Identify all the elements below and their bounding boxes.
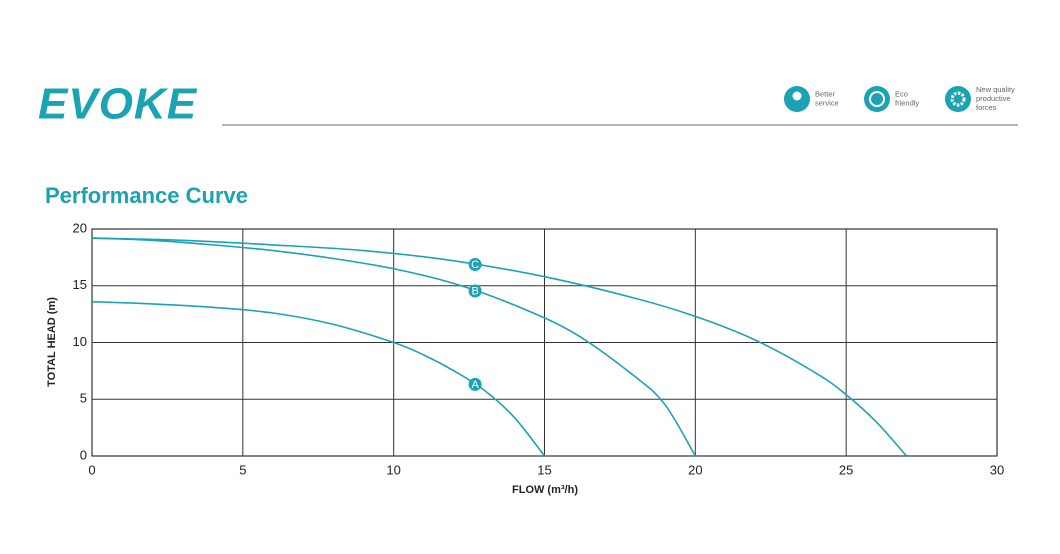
- y-axis-label: TOTAL HEAD (m): [46, 297, 58, 387]
- badge: New quality productive forces: [945, 85, 1015, 112]
- badge: Better service: [784, 86, 839, 112]
- y-tick-label: 10: [73, 334, 87, 349]
- y-tick-label: 5: [80, 391, 87, 406]
- curve-marker: [468, 257, 482, 271]
- y-tick-label: 20: [73, 220, 87, 235]
- curve-label: B: [471, 285, 478, 297]
- badge-text: Better service: [815, 89, 839, 107]
- curve: [91, 237, 697, 457]
- badge-icon: [864, 86, 890, 112]
- curve: [91, 237, 908, 457]
- x-tick-label: 30: [990, 462, 1004, 477]
- curve-marker: [468, 284, 482, 298]
- curve: [91, 300, 546, 457]
- curve-label: A: [471, 379, 479, 391]
- x-tick-label: 20: [688, 462, 702, 477]
- logo: EVOKE: [38, 80, 198, 129]
- x-tick-label: 5: [239, 462, 246, 477]
- x-tick-label: 0: [88, 462, 95, 477]
- x-tick-label: 15: [537, 462, 551, 477]
- badge: Eco friendly: [864, 86, 919, 112]
- badge-icon: [945, 86, 971, 112]
- y-tick-label: 15: [73, 277, 87, 292]
- x-axis-label: FLOW (m³/h): [512, 484, 578, 496]
- badge-text: Eco friendly: [895, 89, 919, 107]
- badge-icon-detail: [792, 91, 802, 101]
- x-tick-label: 10: [386, 462, 400, 477]
- y-tick-label: 0: [80, 447, 87, 462]
- badge-icon-detail: [950, 91, 966, 107]
- chart-title: Performance Curve: [45, 183, 248, 208]
- x-tick-label: 25: [839, 462, 853, 477]
- badge-icon-detail: [869, 91, 885, 107]
- curve-marker: [468, 377, 482, 391]
- curve-label: C: [471, 259, 479, 271]
- badge-text: New quality productive forces: [976, 85, 1015, 112]
